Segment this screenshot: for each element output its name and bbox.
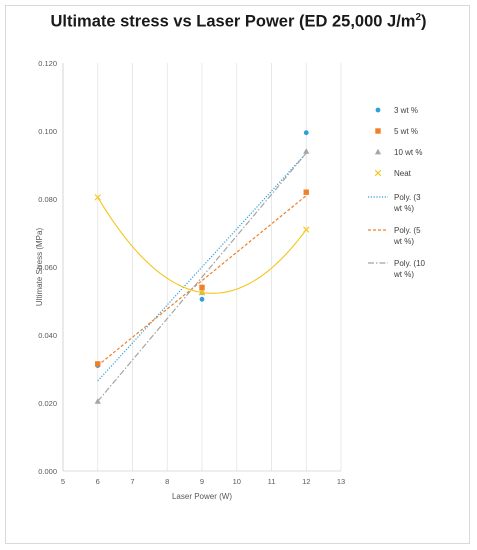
x-tick-label: 7 (130, 477, 134, 486)
trendline (97, 152, 307, 402)
data-point (303, 226, 310, 233)
data-point (198, 289, 206, 296)
x-tick-label: 11 (268, 477, 276, 486)
y-tick-label: 0.060 (38, 263, 57, 272)
x-axis-title: Laser Power (W) (172, 492, 232, 501)
y-tick-label: 0.100 (38, 127, 57, 136)
legend-label: 5 wt % (394, 127, 418, 136)
legend-marker (375, 107, 381, 113)
data-point (303, 130, 309, 136)
x-tick-label: 9 (200, 477, 204, 486)
data-point (94, 398, 101, 404)
legend-marker (375, 128, 381, 134)
data-point (303, 189, 309, 195)
legend-marker (374, 148, 382, 155)
legend-marker (374, 169, 382, 177)
chart-title-superscript: 2 (415, 12, 422, 23)
y-tick-label: 0.020 (38, 399, 57, 408)
data-point (94, 194, 101, 201)
y-tick-label: 0.080 (38, 195, 57, 204)
legend-label-line: Poly. (3 (394, 193, 421, 202)
data-point (199, 284, 205, 291)
y-axis-title: Ultimate Stress (MPa) (35, 228, 44, 307)
x-tick-label: 10 (233, 477, 241, 486)
data-points (94, 130, 310, 404)
x-tick-label: 8 (165, 477, 169, 486)
x-tick-label: 12 (302, 477, 310, 486)
data-point (303, 148, 310, 154)
y-tick-label: 0.120 (38, 59, 57, 68)
legend-label: Poly. (10 wt %) (393, 259, 426, 279)
legend-label: 10 wt % (394, 148, 422, 157)
y-tick-label: 0.040 (38, 331, 57, 340)
chart-frame (5, 5, 470, 544)
legend-label: 3 wt % (394, 106, 418, 115)
legend-label: Poly. (3 wt %) (393, 193, 421, 213)
x-tick-label: 13 (337, 477, 345, 486)
legend-label: Poly. (5 wt %) (393, 226, 421, 246)
legend-label-line: wt %) (393, 204, 414, 213)
chart-title-main: Ultimate stress vs Laser Power (ED 25,00… (50, 12, 416, 31)
legend-label-line: Poly. (5 (394, 226, 421, 235)
legend-label-line: wt %) (393, 237, 414, 246)
data-point (199, 296, 205, 302)
legend-label-line: wt %) (393, 270, 414, 279)
axes: 5 6 7 8 9 10 11 12 13 0.000 0.020 0.040 0.060 0.080 0.… (38, 59, 345, 486)
trendline (97, 152, 307, 382)
data-point (95, 361, 101, 367)
x-tick-label: 5 (61, 477, 65, 486)
legend-label: Neat (394, 169, 412, 178)
x-tick-label: 6 (96, 477, 100, 486)
y-tick-label: 0.000 (38, 467, 57, 476)
chart-title: Ultimate stress vs Laser Power (ED 25,00… (0, 12, 477, 32)
legend-label-line: Poly. (10 (394, 259, 426, 268)
chart-title-tail: ) (421, 12, 427, 31)
